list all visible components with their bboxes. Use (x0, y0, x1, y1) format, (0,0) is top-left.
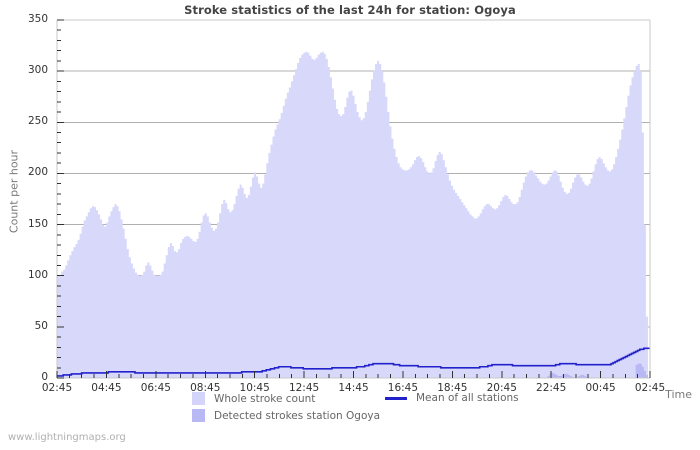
chart-legend: Whole stroke count Mean of all stations De… (0, 392, 700, 426)
legend-item[interactable]: Detected strokes station Ogoya (192, 409, 380, 422)
x-tick-label: 10:45 (239, 382, 270, 394)
y-tick-label: 300 (27, 64, 48, 77)
footer-attribution: www.lightningmaps.org (8, 432, 126, 443)
tick-marks (56, 19, 651, 379)
y-tick-label: 150 (27, 217, 48, 230)
y-tick-label: 250 (27, 115, 48, 128)
legend-color-swatch (192, 392, 205, 405)
y-tick-label: 50 (34, 319, 48, 332)
x-tick-label: 08:45 (190, 382, 221, 394)
x-tick-label: 18:45 (437, 382, 468, 394)
x-tick-label: 16:45 (387, 382, 419, 394)
line-mean-of-all-stations (57, 347, 650, 377)
x-tick-label: 12:45 (288, 382, 320, 394)
legend-line-marker (385, 396, 407, 400)
legend-item[interactable]: Mean of all stations (385, 392, 519, 404)
line-series-layer (57, 347, 650, 377)
area-series-layer (57, 51, 650, 379)
legend-label: Whole stroke count (214, 392, 316, 405)
x-tick-label: 02:45 (634, 382, 666, 394)
y-tick-label: 0 (41, 371, 48, 383)
x-tick-label: 04:45 (91, 382, 122, 394)
x-tick-label: 02:45 (41, 382, 73, 394)
x-tick-label: 22:45 (536, 382, 567, 394)
x-axis-label: Time (665, 388, 692, 401)
x-tick-label: 00:45 (585, 382, 616, 394)
legend-label: Detected strokes station Ogoya (214, 409, 381, 422)
x-tick-label: 20:45 (486, 382, 517, 394)
y-tick-label: 350 (27, 13, 48, 25)
legend-color-swatch (192, 409, 205, 422)
x-tick-label: 14:45 (338, 382, 369, 394)
y-tick-label: 200 (27, 166, 48, 179)
y-tick-label: 100 (27, 268, 48, 281)
x-tick-label: 06:45 (140, 382, 171, 394)
chart-title: Stroke statistics of the last 24h for st… (184, 3, 516, 17)
legend-item[interactable]: Whole stroke count (192, 392, 315, 405)
legend-label: Mean of all stations (416, 392, 519, 404)
area-whole-stroke-count (57, 51, 650, 379)
